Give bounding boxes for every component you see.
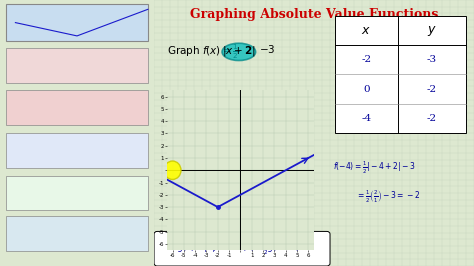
Text: -4: -4 xyxy=(361,114,371,123)
Text: $x$: $x$ xyxy=(361,24,371,37)
Text: $f(-4) = \frac{1}{2}|-4+2| - 3$: $f(-4) = \frac{1}{2}|-4+2| - 3$ xyxy=(333,160,416,176)
FancyBboxPatch shape xyxy=(6,48,148,83)
Text: Graph $f(x) = \frac{1}{2}$: Graph $f(x) = \frac{1}{2}$ xyxy=(167,43,239,61)
FancyBboxPatch shape xyxy=(154,231,330,266)
FancyBboxPatch shape xyxy=(6,176,148,210)
Text: -3: -3 xyxy=(427,55,437,64)
FancyBboxPatch shape xyxy=(6,133,148,168)
Text: $- 3$: $- 3$ xyxy=(259,43,275,55)
Text: $|x + \mathbf{2}|$: $|x + \mathbf{2}|$ xyxy=(222,44,256,58)
Ellipse shape xyxy=(222,43,255,61)
Text: -2: -2 xyxy=(427,114,437,123)
Text: Graphing Absolute Value Functions: Graphing Absolute Value Functions xyxy=(190,8,438,21)
Text: -2: -2 xyxy=(427,85,437,94)
FancyBboxPatch shape xyxy=(6,90,148,125)
Text: If $g(x) = |x|$, then $f(x) = \frac{1}{2}g(x + 2) - 3$: If $g(x) = |x|$, then $f(x) = \frac{1}{2… xyxy=(170,240,314,257)
FancyBboxPatch shape xyxy=(6,216,148,251)
FancyBboxPatch shape xyxy=(6,4,148,41)
Circle shape xyxy=(164,161,181,180)
Text: 0: 0 xyxy=(363,85,370,94)
Text: -2: -2 xyxy=(361,55,371,64)
Text: $y$: $y$ xyxy=(427,24,437,38)
Text: $= \frac{1}{2}\left(\frac{2}{1}\right) - 3 = -2$: $= \frac{1}{2}\left(\frac{2}{1}\right) -… xyxy=(356,189,419,205)
FancyBboxPatch shape xyxy=(335,16,466,133)
